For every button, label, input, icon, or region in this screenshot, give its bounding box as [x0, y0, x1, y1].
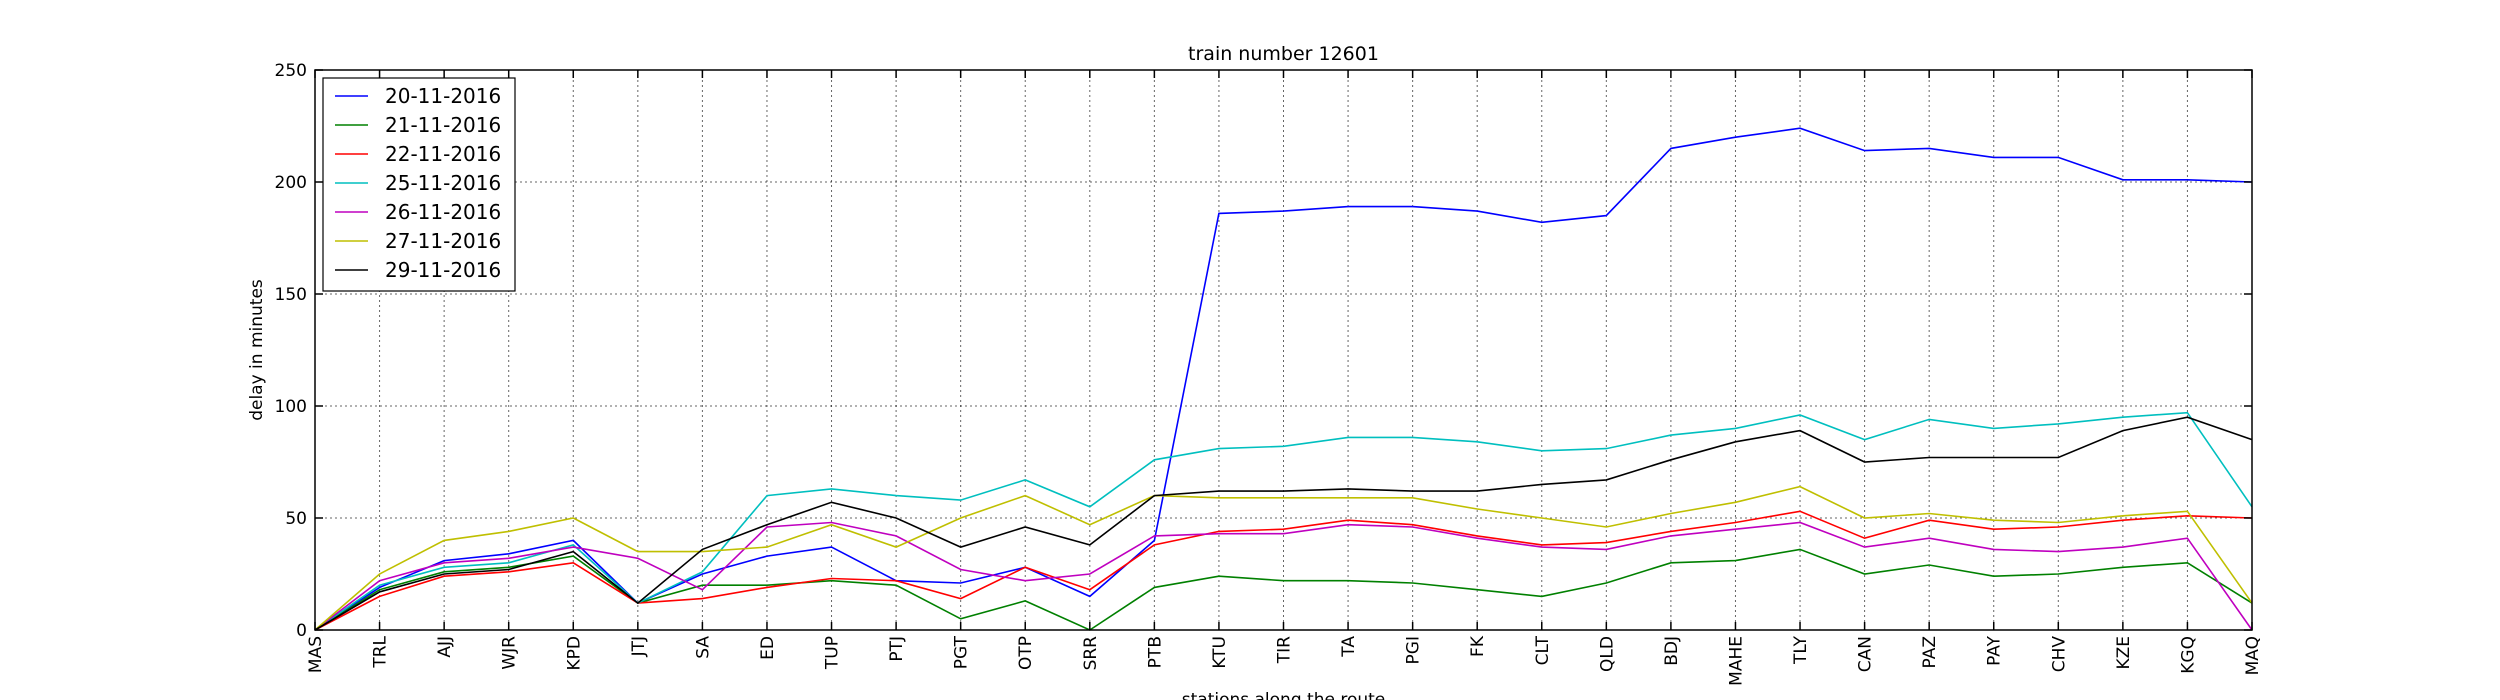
x-tick-label: MAS: [306, 636, 326, 673]
legend-label: 26-11-2016: [385, 200, 501, 224]
series-line-27-11-2016: [314, 485, 2253, 631]
x-tick-label: KGQ: [2178, 636, 2198, 674]
x-tick-label: PGT: [952, 635, 972, 669]
x-tick-label: ED: [758, 636, 778, 660]
y-axis-label: delay in minutes: [247, 279, 267, 421]
x-tick-label: MAQ: [2243, 636, 2263, 675]
x-axis-label: stations along the route: [1182, 690, 1386, 700]
x-tick-label: AJJ: [435, 636, 455, 658]
x-tick-label: PTB: [1145, 636, 1165, 668]
legend-label: 21-11-2016: [385, 113, 501, 137]
x-tick-label: CLT: [1533, 635, 1553, 665]
y-tick-label: 250: [275, 61, 307, 81]
x-tick-label: KPD: [564, 636, 584, 671]
legend-box: [322, 77, 516, 292]
y-axis-ticks: 0 50 100 150 200 250: [275, 61, 2252, 641]
legend-label: 29-11-2016: [385, 258, 501, 282]
x-tick-label: WJR: [500, 636, 520, 670]
x-tick-label: KTU: [1210, 636, 1230, 669]
x-tick-label: TIR: [1275, 636, 1295, 664]
series-line-29-11-2016: [314, 416, 2253, 631]
legend-label: 25-11-2016: [385, 171, 501, 195]
x-tick-label: CAN: [1856, 636, 1876, 672]
x-tick-label: OTP: [1016, 636, 1036, 670]
series-line-26-11-2016: [314, 521, 2253, 631]
x-tick-label: TUP: [823, 636, 843, 670]
series-lines: [314, 127, 2253, 631]
series-line-20-11-2016: [314, 127, 2253, 631]
y-tick-label: 150: [275, 285, 307, 305]
legend: 20-11-2016 21-11-2016 22-11-2016 25-11-2016…: [322, 77, 516, 292]
x-tick-label: JTJ: [629, 636, 649, 657]
y-tick-label: 0: [296, 621, 307, 641]
y-tick-label: 200: [275, 173, 307, 193]
x-tick-label: FK: [1468, 635, 1488, 657]
x-tick-label: TRL: [371, 635, 391, 668]
x-tick-label: SRR: [1081, 636, 1101, 671]
x-tick-label: CHV: [2049, 636, 2069, 673]
x-tick-label: PAY: [1985, 635, 2005, 665]
legend-label: 27-11-2016: [385, 229, 501, 253]
x-tick-label: TA: [1339, 636, 1359, 658]
grid-lines: [314, 69, 2253, 631]
x-tick-label: KZE: [2114, 636, 2134, 670]
x-tick-label: PAZ: [1920, 636, 1940, 668]
x-tick-label: BDJ: [1662, 636, 1682, 666]
x-tick-label: PGI: [1404, 636, 1424, 664]
x-tick-label: PTJ: [887, 636, 907, 662]
x-tick-label: SA: [693, 636, 713, 659]
x-tick-label: MAHE: [1726, 636, 1746, 686]
legend-label: 20-11-2016: [385, 84, 501, 108]
legend-label: 22-11-2016: [385, 142, 501, 166]
y-tick-label: 100: [275, 397, 307, 417]
chart-title: train number 12601: [1188, 43, 1379, 65]
x-tick-label: TLY: [1791, 635, 1811, 665]
y-tick-label: 50: [285, 509, 307, 529]
x-tick-label: QLD: [1597, 636, 1617, 672]
x-axis-ticks: MAS TRL AJJ WJR KPD JTJ SA ED TUP PTJ PGT OTP SRR PTB…: [306, 70, 2263, 686]
